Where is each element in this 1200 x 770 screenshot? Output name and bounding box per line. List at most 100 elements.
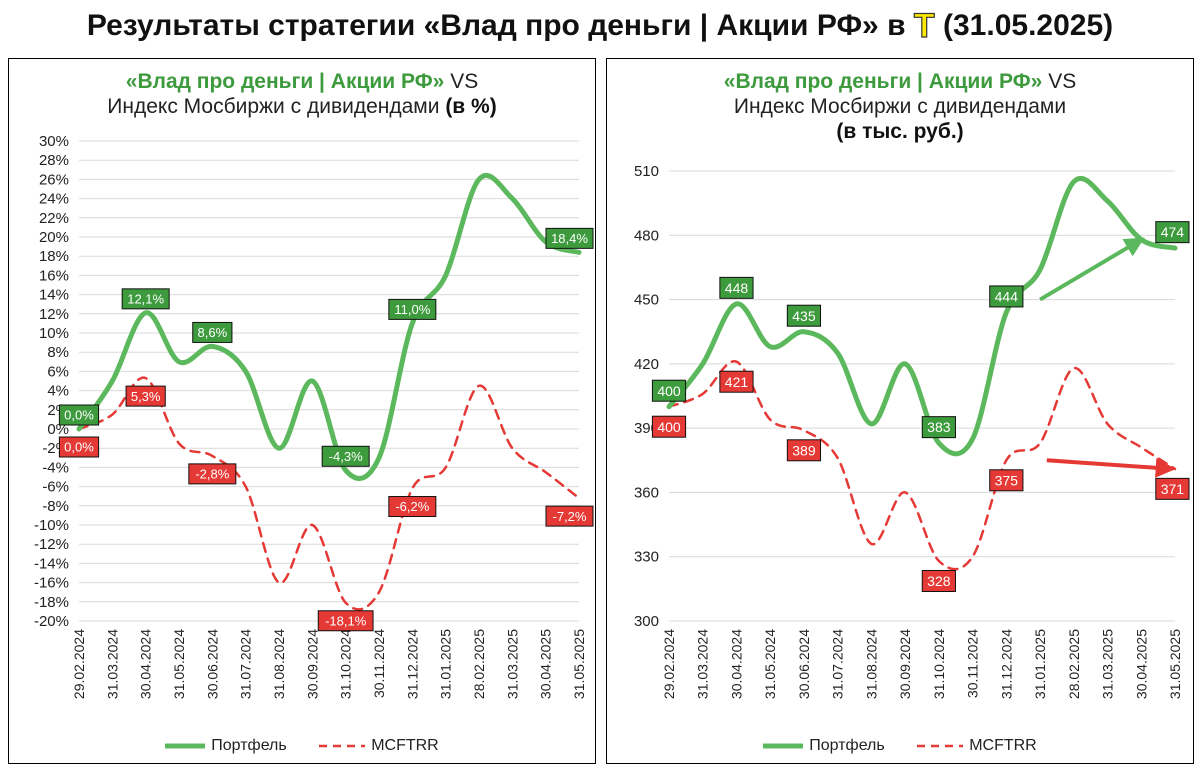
svg-text:8,6%: 8,6%	[198, 325, 228, 340]
x-tick-label: 30.11.2024	[965, 629, 981, 698]
y-tick-label: 20%	[39, 229, 69, 246]
y-tick-label: -18%	[34, 594, 69, 611]
line-chart-percent: -20%-18%-16%-14%-12%-10%-8%-6%-4%-2%0%2%…	[34, 133, 594, 699]
y-tick-label: 24%	[39, 191, 69, 208]
svg-text:400: 400	[657, 419, 681, 435]
y-tick-label: 6%	[47, 363, 69, 380]
legend-item-portfolio: Портфель	[763, 736, 885, 755]
series-line-portfolio	[666, 176, 1178, 457]
y-tick-label: 510	[634, 163, 659, 180]
chart-legend: Портфель MCFTRR	[9, 737, 595, 755]
data-label: 421	[719, 370, 754, 393]
x-tick-label: 31.08.2024	[271, 629, 287, 699]
chart-panel-rub: «Влад про деньги | Акции РФ» VS Индекс М…	[606, 58, 1194, 764]
y-tick-label: -8%	[42, 498, 69, 515]
x-tick-label: 30.04.2024	[138, 629, 154, 699]
data-label: -4,3%	[321, 445, 370, 467]
y-tick-label: 16%	[39, 267, 69, 284]
x-tick-label: 31.12.2024	[404, 629, 420, 699]
data-label: -6,2%	[388, 496, 437, 518]
svg-text:11,0%: 11,0%	[394, 302, 430, 317]
svg-text:328: 328	[927, 573, 951, 589]
x-tick-label: 31.12.2024	[998, 629, 1014, 699]
svg-text:-2,8%: -2,8%	[195, 467, 229, 482]
data-label: 328	[921, 570, 956, 592]
data-label: 18,4%	[545, 227, 594, 249]
data-label: 389	[786, 439, 822, 462]
x-tick-label: 30.06.2024	[796, 629, 812, 699]
svg-text:444: 444	[995, 288, 1019, 304]
data-label: 5,3%	[125, 385, 166, 407]
x-tick-label: 31.03.2024	[695, 629, 711, 699]
svg-text:400: 400	[657, 383, 681, 399]
y-tick-label: 330	[634, 549, 659, 566]
x-tick-label: 31.07.2024	[238, 629, 254, 699]
svg-text:375: 375	[995, 472, 1019, 488]
x-tick-label: 31.10.2024	[338, 629, 354, 699]
y-tick-label: -12%	[34, 536, 69, 553]
x-tick-label: 31.08.2024	[863, 629, 879, 699]
x-tick-label: 31.10.2024	[931, 629, 947, 699]
data-label: 8,6%	[192, 321, 233, 343]
trend-arrow	[1046, 457, 1176, 478]
y-tick-label: 8%	[47, 344, 69, 361]
data-label: -7,2%	[545, 505, 594, 527]
tbank-logo-icon: Т	[913, 7, 935, 45]
data-label: 371	[1155, 477, 1190, 500]
x-tick-label: 28.02.2025	[471, 629, 487, 699]
y-tick-label: 450	[634, 292, 659, 309]
x-tick-label: 31.03.2024	[104, 629, 120, 699]
y-tick-label: 12%	[39, 306, 69, 323]
x-tick-label: 28.02.2025	[1066, 629, 1082, 699]
y-tick-label: -6%	[42, 479, 69, 496]
x-tick-label: 31.01.2025	[438, 629, 454, 699]
x-tick-label: 31.05.2025	[1167, 629, 1183, 699]
y-tick-label: 10%	[39, 325, 69, 342]
series-line-mcftrr	[667, 360, 1177, 571]
svg-text:474: 474	[1161, 224, 1185, 240]
legend-label-portfolio: Портфель	[211, 736, 287, 754]
svg-text:0,0%: 0,0%	[64, 408, 94, 423]
data-label: -18,1%	[317, 610, 374, 632]
chart-title-brand: «Влад про деньги | Акции РФ»	[723, 70, 1043, 93]
chart-title-unit: (в %)	[445, 95, 497, 118]
main-title-prefix: Результаты стратегии «Влад про деньги | …	[86, 9, 906, 42]
x-tick-label: 30.09.2024	[304, 629, 320, 699]
chart-title-brand: «Влад про деньги | Акции РФ»	[125, 70, 445, 93]
y-tick-label: -20%	[34, 613, 69, 630]
main-title: Результаты стратегии «Влад про деньги | …	[0, 0, 1200, 52]
y-tick-label: -10%	[34, 517, 69, 534]
svg-text:-6,2%: -6,2%	[395, 499, 429, 514]
data-label: 435	[786, 304, 822, 327]
y-tick-label: 30%	[39, 133, 69, 150]
chart-title-vs: VS	[444, 70, 479, 93]
svg-text:389: 389	[792, 442, 816, 458]
chart-title: «Влад про деньги | Акции РФ» VS Индекс М…	[9, 69, 595, 119]
chart-panel-percent: «Влад про деньги | Акции РФ» VS Индекс М…	[8, 58, 596, 764]
svg-text:448: 448	[725, 280, 749, 296]
data-label: 474	[1155, 221, 1190, 244]
x-tick-label: 30.09.2024	[897, 629, 913, 699]
trend-arrow	[1039, 237, 1145, 302]
x-tick-label: 30.04.2025	[1133, 629, 1149, 699]
x-tick-label: 31.05.2025	[571, 629, 587, 699]
legend-label-portfolio: Портфель	[809, 736, 885, 754]
data-label: 12,1%	[121, 288, 170, 310]
series-line-mcftrr	[77, 376, 581, 611]
data-label: 444	[989, 285, 1024, 308]
y-tick-label: 300	[634, 613, 659, 630]
chart-title-line2: Индекс Мосбиржи с дивидендами	[733, 95, 1067, 118]
svg-text:383: 383	[927, 419, 951, 435]
y-tick-label: -4%	[42, 459, 69, 476]
data-label: -2,8%	[188, 463, 237, 485]
svg-text:0,0%: 0,0%	[64, 440, 94, 455]
x-tick-label: 31.05.2024	[762, 629, 778, 699]
chart-title-unit: (в тыс. руб.)	[836, 120, 964, 143]
x-tick-label: 31.01.2025	[1032, 629, 1048, 699]
legend-label-index: MCFTRR	[371, 736, 439, 754]
y-tick-label: 22%	[39, 210, 69, 227]
y-tick-label: 480	[634, 227, 659, 244]
main-title-suffix: (31.05.2025)	[943, 9, 1114, 42]
svg-text:5,3%: 5,3%	[131, 389, 161, 404]
y-tick-label: 14%	[39, 287, 69, 304]
